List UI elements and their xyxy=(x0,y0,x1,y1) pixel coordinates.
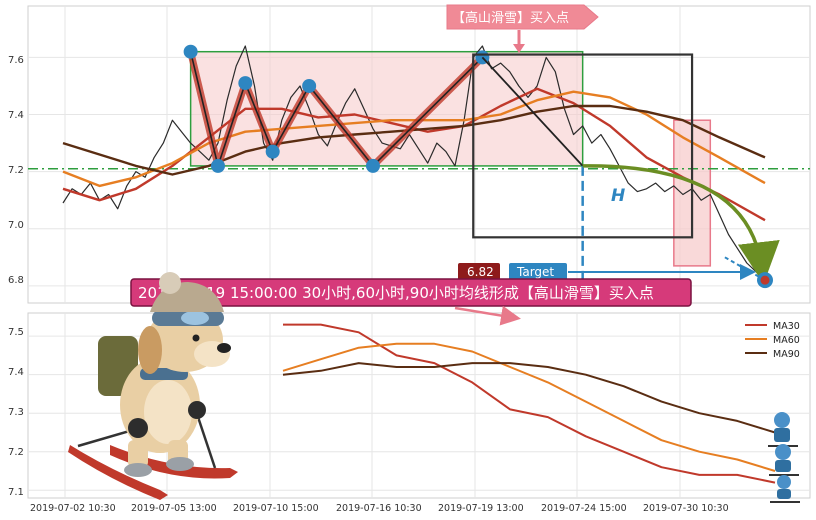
y-tick-label: 6.8 xyxy=(8,275,24,286)
pivot-marker xyxy=(238,76,253,91)
right-ski xyxy=(110,445,238,479)
goggle-lens xyxy=(181,311,209,325)
skier-body xyxy=(774,428,790,442)
x-tick-label: 2019-07-19 13:00 xyxy=(438,503,524,514)
signal-callout-text: 【高山滑雪】买入点 xyxy=(452,10,569,26)
dog-leg xyxy=(128,440,148,468)
zigzag-pattern xyxy=(183,44,490,173)
x-tick-label: 2019-07-05 13:00 xyxy=(131,503,217,514)
skier-body xyxy=(775,460,791,472)
x-tick-label: 2019-07-16 10:30 xyxy=(336,503,422,514)
x-tick-label: 2019-07-10 15:00 xyxy=(233,503,319,514)
series-line-price xyxy=(62,45,766,281)
dog-eye xyxy=(192,334,200,342)
series-line-ma30 xyxy=(283,323,776,484)
pivot-marker xyxy=(265,144,280,159)
signal-callout-arrow xyxy=(446,4,599,30)
y-tick-label: 7.5 xyxy=(8,327,24,338)
legend: MA30 MA60 MA90 xyxy=(745,321,800,360)
x-tick-label: 2019-07-02 10:30 xyxy=(30,503,116,514)
y-tick-label: 7.6 xyxy=(8,55,24,66)
skier-body xyxy=(777,489,791,499)
series-line-ma90 xyxy=(282,362,776,434)
height-label: H xyxy=(611,186,625,206)
skier-head xyxy=(777,475,791,489)
ma-y-axis: 7.5 7.4 7.3 7.2 7.1 xyxy=(8,327,24,498)
series-line-ma60 xyxy=(282,342,776,472)
y-tick-label: 7.3 xyxy=(8,407,24,418)
price-y-axis: 7.6 7.4 7.2 7.0 6.8 xyxy=(8,55,24,286)
legend-label-ma30: MA30 xyxy=(773,321,800,332)
annotation-box xyxy=(130,278,692,307)
ski-boot xyxy=(166,457,194,471)
pivot-marker xyxy=(302,78,317,93)
y-tick-label: 7.2 xyxy=(8,165,24,176)
watch-box xyxy=(472,53,694,239)
signal-pointer-head xyxy=(513,44,525,53)
legend-label-ma90: MA90 xyxy=(773,349,800,360)
skier-head xyxy=(774,412,790,428)
dog-ear xyxy=(138,326,162,374)
y-tick-label: 7.1 xyxy=(8,487,24,498)
skiing-dog-illustration xyxy=(68,272,238,500)
target-badge: Target xyxy=(509,263,756,281)
price-badge: 6.82 xyxy=(458,263,500,281)
skier-head xyxy=(775,444,791,460)
small-skier-figures xyxy=(768,412,800,503)
ski-boot xyxy=(124,463,152,477)
annotation-pointer xyxy=(454,305,521,326)
pattern-overlays xyxy=(472,53,780,289)
signal-annotation: 2019-07-19 15:00:00 30小时,60小时,90小时均线形成【高… xyxy=(130,278,692,326)
skier-figure xyxy=(770,475,800,503)
price-badge-text: 6.82 xyxy=(467,265,494,279)
pivot-marker xyxy=(183,44,198,59)
projection-arrow xyxy=(582,164,780,285)
y-tick-label: 7.2 xyxy=(8,447,24,458)
beanie-pompom xyxy=(159,272,181,294)
legend-label-ma60: MA60 xyxy=(773,335,800,346)
target-marker-core xyxy=(760,275,770,285)
left-ski xyxy=(68,445,168,500)
annotation-text: 2019-07-19 15:00:00 30小时,60小时,90小时均线形成【高… xyxy=(138,284,654,302)
pivot-marker xyxy=(365,158,380,173)
y-tick-label: 7.0 xyxy=(8,220,24,231)
y-tick-label: 7.4 xyxy=(8,367,24,378)
dog-belly xyxy=(144,380,192,444)
ma-panel-lines xyxy=(282,323,776,484)
price-badge-box xyxy=(458,263,500,281)
dog-paw xyxy=(188,401,206,419)
dog-paw xyxy=(128,418,148,438)
y-tick-label: 7.4 xyxy=(8,110,24,121)
pivot-marker xyxy=(210,158,225,173)
breakdown-line xyxy=(481,56,584,167)
target-badge-text: Target xyxy=(516,265,554,279)
signal-callout: 【高山滑雪】买入点 xyxy=(446,4,599,53)
target-badge-box xyxy=(509,263,567,281)
x-tick-label: 2019-07-30 10:30 xyxy=(643,503,729,514)
x-axis: 2019-07-02 10:30 2019-07-05 13:00 2019-0… xyxy=(30,503,729,514)
dog-nose xyxy=(217,343,231,353)
x-tick-label: 2019-07-24 15:00 xyxy=(541,503,627,514)
